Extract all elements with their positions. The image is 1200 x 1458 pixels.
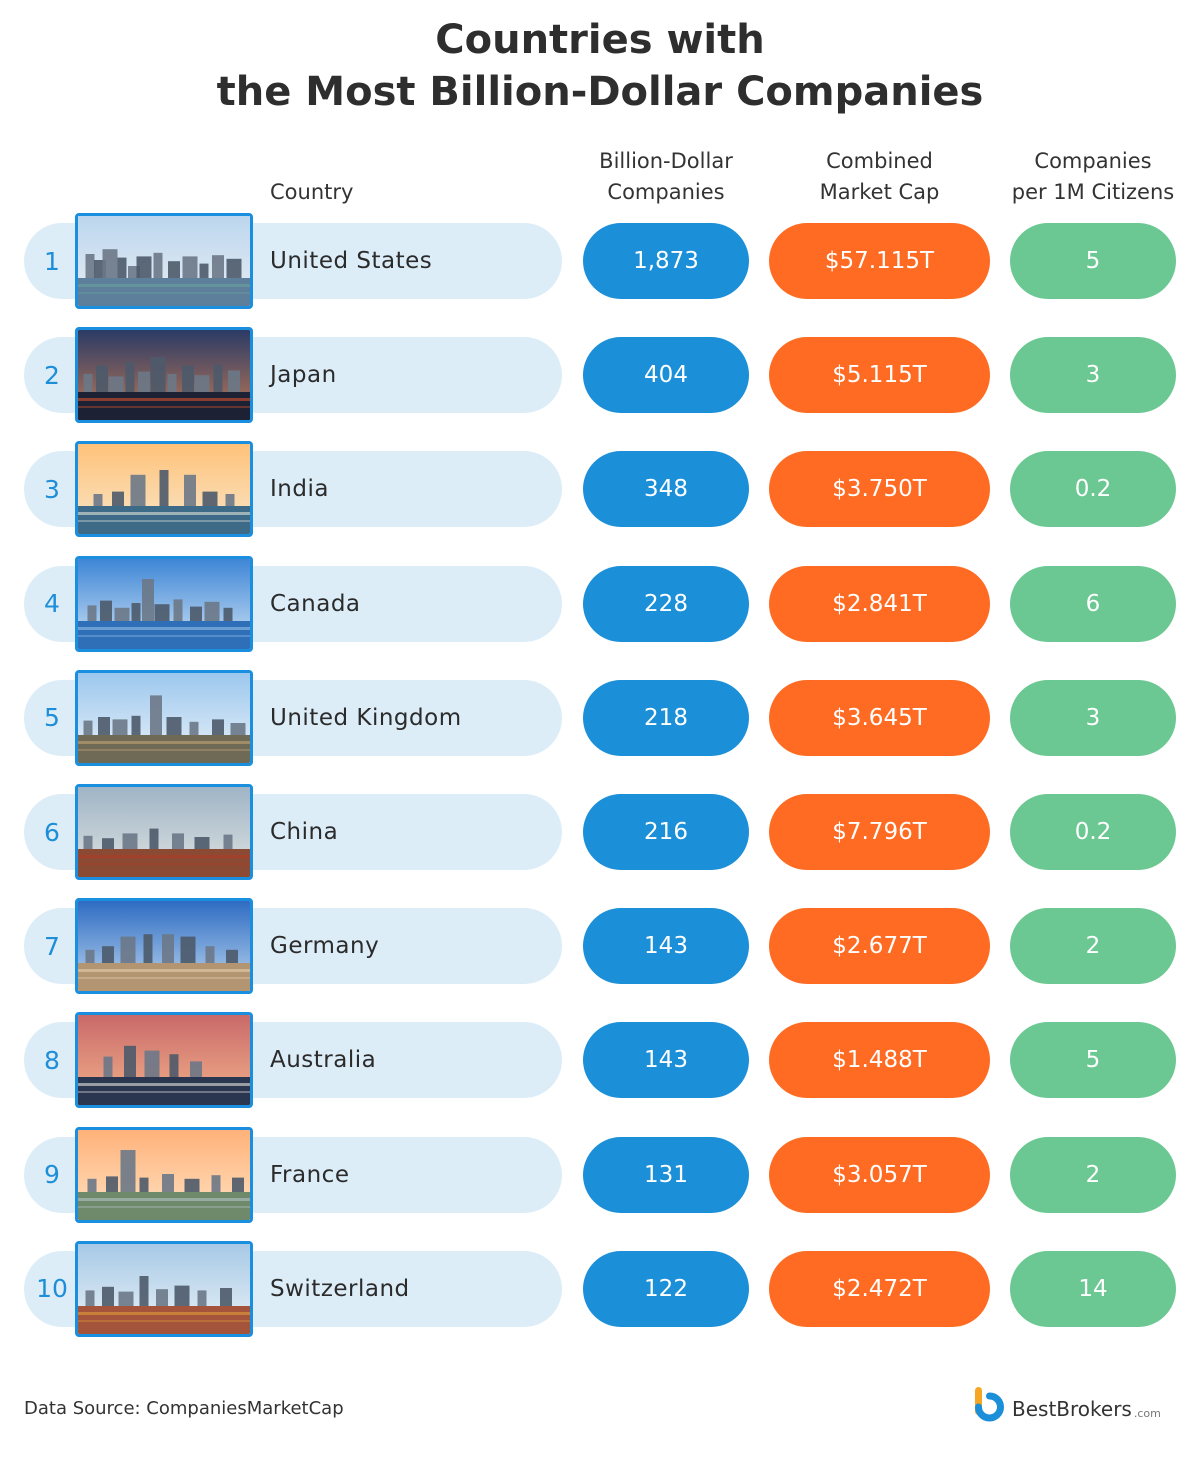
combined-market-cap-value: $2.472T	[769, 1250, 990, 1327]
table-row: 3 India 348 $3.750T 0.2	[0, 441, 1200, 538]
country-name: United Kingdom	[270, 704, 462, 731]
rank-number: 2	[44, 360, 60, 390]
rank-number: 3	[44, 474, 60, 504]
companies-per-million-value: 5	[1010, 223, 1176, 299]
combined-market-cap-value: $3.750T	[769, 451, 990, 528]
billion-dollar-companies-value: 122	[583, 1250, 749, 1327]
header-companies-line-2: Companies	[607, 180, 725, 204]
landscape-image	[78, 1129, 250, 1220]
landscape-image	[78, 330, 250, 421]
table-row: 6 China 216 $7.796T 0.2	[0, 784, 1200, 880]
rank-number: 6	[44, 817, 60, 847]
header-billion-dollar-companies: Billion-Dollar Companies	[583, 146, 749, 208]
landscape-image	[78, 1015, 250, 1106]
country-name: France	[270, 1161, 350, 1188]
header-country: Country	[270, 180, 354, 204]
country-name: Switzerland	[270, 1275, 410, 1302]
rank-number: 1	[44, 246, 60, 276]
billion-dollar-companies-value: 143	[583, 908, 749, 985]
header-companies-line-1: Billion-Dollar	[599, 149, 733, 173]
companies-per-million-value: 3	[1010, 337, 1176, 414]
country-name: China	[270, 819, 339, 845]
header-combined-market-cap: Combined Market Cap	[769, 146, 990, 208]
combined-market-cap-value: $2.677T	[769, 908, 990, 985]
bestbrokers-logo-icon	[975, 1387, 1004, 1422]
billion-dollar-companies-value: 218	[583, 679, 749, 756]
combined-market-cap-value: $5.115T	[769, 337, 990, 414]
header-per-million-line-2: per 1M Citizens	[1011, 180, 1175, 204]
landscape-image	[78, 672, 250, 763]
country-name: Germany	[270, 933, 380, 960]
landscape-image	[78, 901, 250, 992]
title-line-1: Countries with	[435, 17, 765, 63]
country-photo	[75, 555, 253, 652]
country-photo	[75, 669, 253, 766]
combined-market-cap-value: $3.057T	[769, 1136, 990, 1213]
rank-number: 4	[44, 589, 60, 619]
rank-number: 9	[44, 1160, 60, 1190]
billion-dollar-companies-value: 131	[583, 1136, 749, 1213]
brand-name: BestBrokers	[1012, 1397, 1132, 1421]
rank-number: 8	[44, 1045, 60, 1075]
companies-per-million-value: 0.2	[1010, 794, 1176, 870]
companies-per-million-value: 5	[1010, 1022, 1176, 1099]
billion-dollar-companies-value: 404	[583, 337, 749, 414]
data-source: Data Source: CompaniesMarketCap	[24, 1398, 344, 1419]
landscape-image	[78, 787, 250, 877]
billion-dollar-companies-value: 228	[583, 565, 749, 642]
header-market-cap-line-1: Combined	[826, 149, 933, 173]
companies-per-million-value: 6	[1010, 565, 1176, 642]
landscape-image	[78, 1243, 250, 1334]
header-per-million-line-1: Companies	[1034, 149, 1152, 173]
country-name: Canada	[270, 590, 361, 617]
country-photo	[75, 213, 253, 309]
header-companies-per-million: Companies per 1M Citizens	[990, 146, 1196, 208]
country-photo	[75, 1012, 253, 1109]
country-name: India	[270, 476, 329, 503]
combined-market-cap-value: $2.841T	[769, 565, 990, 642]
billion-dollar-companies-value: 143	[583, 1022, 749, 1099]
landscape-image	[78, 444, 250, 535]
table-row: 5 United Kingdom 218 $3.645T 3	[0, 669, 1200, 766]
combined-market-cap-value: $57.115T	[769, 223, 990, 299]
rank-number: 7	[44, 931, 60, 961]
country-name: United States	[270, 248, 433, 274]
table-row: 4 Canada 228 $2.841T 6	[0, 555, 1200, 652]
companies-per-million-value: 14	[1010, 1250, 1176, 1327]
rank-number: 10	[36, 1274, 68, 1304]
companies-per-million-value: 2	[1010, 1136, 1176, 1213]
country-name: Japan	[270, 362, 337, 389]
combined-market-cap-value: $3.645T	[769, 679, 990, 756]
brand-logo: BestBrokers .com	[972, 1384, 1161, 1434]
country-photo	[75, 1240, 253, 1337]
table-row: 7 Germany 143 $2.677T 2	[0, 898, 1200, 995]
landscape-image	[78, 558, 250, 649]
country-photo	[75, 784, 253, 880]
header-market-cap-line-2: Market Cap	[819, 180, 940, 204]
brand-domain: .com	[1133, 1406, 1161, 1420]
combined-market-cap-value: $7.796T	[769, 794, 990, 870]
country-photo	[75, 327, 253, 424]
rank-number: 5	[44, 703, 60, 733]
country-photo	[75, 898, 253, 995]
companies-per-million-value: 2	[1010, 908, 1176, 985]
country-name: Australia	[270, 1047, 377, 1074]
table-row: 2 Japan 404 $5.115T 3	[0, 327, 1200, 424]
combined-market-cap-value: $1.488T	[769, 1022, 990, 1099]
billion-dollar-companies-value: 1,873	[583, 223, 749, 299]
landscape-image	[78, 216, 250, 306]
country-photo	[75, 1126, 253, 1223]
table-row: 8 Australia 143 $1.488T 5	[0, 1012, 1200, 1109]
title-line-2: the Most Billion-Dollar Companies	[216, 69, 984, 115]
table-row: 9 France 131 $3.057T 2	[0, 1126, 1200, 1223]
table-row: 1 United States 1,873 $57.115T 5	[0, 213, 1200, 309]
companies-per-million-value: 0.2	[1010, 451, 1176, 528]
table-row: 10 Switzerland 122 $2.472T 14	[0, 1240, 1200, 1337]
companies-per-million-value: 3	[1010, 679, 1176, 756]
billion-dollar-companies-value: 216	[583, 794, 749, 870]
chart-title: Countries with the Most Billion-Dollar C…	[0, 14, 1200, 118]
billion-dollar-companies-value: 348	[583, 451, 749, 528]
country-photo	[75, 441, 253, 538]
